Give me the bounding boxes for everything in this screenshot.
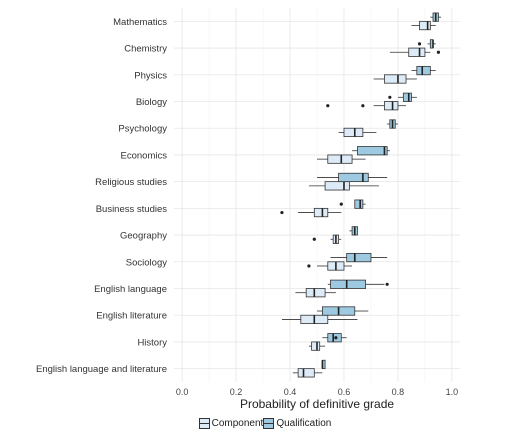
x-tick-label: 1.0 bbox=[446, 387, 459, 397]
qualification-outlier-point bbox=[339, 202, 343, 206]
qualification-outlier-point bbox=[385, 282, 389, 286]
x-tick-label: 0.8 bbox=[392, 387, 405, 397]
category-label: English language and literature bbox=[36, 364, 167, 375]
grid bbox=[174, 8, 460, 382]
category-label: History bbox=[137, 337, 167, 348]
component-outlier-point bbox=[307, 264, 311, 268]
component-box bbox=[297, 368, 315, 378]
component-box bbox=[305, 288, 326, 298]
component-box bbox=[324, 181, 350, 191]
component-box bbox=[419, 20, 431, 31]
category-label: Biology bbox=[136, 97, 167, 108]
x-tick-label: 0.2 bbox=[230, 387, 243, 397]
component-box bbox=[343, 127, 364, 138]
category-label: Physics bbox=[134, 70, 167, 81]
component-outlier-point bbox=[312, 237, 316, 241]
category-label: Sociology bbox=[126, 257, 167, 268]
x-tick-label: 0.0 bbox=[176, 387, 189, 397]
qualification-outlier-point bbox=[388, 95, 392, 99]
qualification-outlier-point bbox=[417, 42, 422, 46]
category-label: Geography bbox=[120, 231, 167, 242]
category-label: Business studies bbox=[96, 204, 168, 215]
component-box bbox=[384, 74, 407, 84]
x-tick-label: 0.6 bbox=[338, 387, 351, 397]
category-label: English language bbox=[94, 284, 167, 295]
qualification-box bbox=[330, 279, 366, 289]
legend-item-component: Component bbox=[198, 418, 264, 429]
category-label: Economics bbox=[121, 150, 168, 161]
component-outlier-point bbox=[361, 104, 365, 108]
x-axis-title: Probability of definitive grade bbox=[240, 397, 394, 411]
category-label: Religious studies bbox=[95, 177, 167, 188]
category-labels: Mathematics Chemistry Physics Biology Psycho… bbox=[36, 17, 167, 375]
legend-key-component bbox=[198, 418, 210, 429]
legend: Component Qualification bbox=[0, 418, 530, 429]
category-label: Psychology bbox=[118, 124, 167, 135]
legend-item-qualification: Qualification bbox=[263, 418, 331, 429]
component-box bbox=[311, 341, 321, 351]
component-outlier-point bbox=[436, 50, 441, 54]
boxes bbox=[280, 12, 442, 378]
x-tick-label: 0.4 bbox=[284, 387, 297, 397]
category-label: English literature bbox=[96, 311, 167, 322]
legend-label-qualification: Qualification bbox=[276, 418, 332, 429]
qualification-outlier-point bbox=[334, 336, 338, 340]
component-box bbox=[408, 47, 426, 57]
component-outlier-point bbox=[280, 210, 284, 215]
component-box bbox=[384, 101, 399, 111]
legend-key-qualification bbox=[263, 418, 275, 429]
component-box bbox=[327, 154, 353, 164]
component-outlier-point bbox=[326, 104, 330, 108]
x-tick-labels: 0.0 0.2 0.4 0.6 0.8 1.0 bbox=[176, 387, 458, 397]
qualification-box bbox=[346, 252, 372, 263]
category-label: Mathematics bbox=[113, 17, 167, 28]
qualification-box bbox=[357, 146, 388, 156]
qualification-box bbox=[338, 172, 369, 183]
legend-label-component: Component bbox=[211, 418, 264, 429]
qualification-box bbox=[354, 199, 364, 209]
category-label: Chemistry bbox=[124, 44, 167, 55]
qualification-box bbox=[416, 65, 431, 76]
component-box bbox=[313, 207, 329, 218]
qualification-box bbox=[402, 92, 412, 102]
